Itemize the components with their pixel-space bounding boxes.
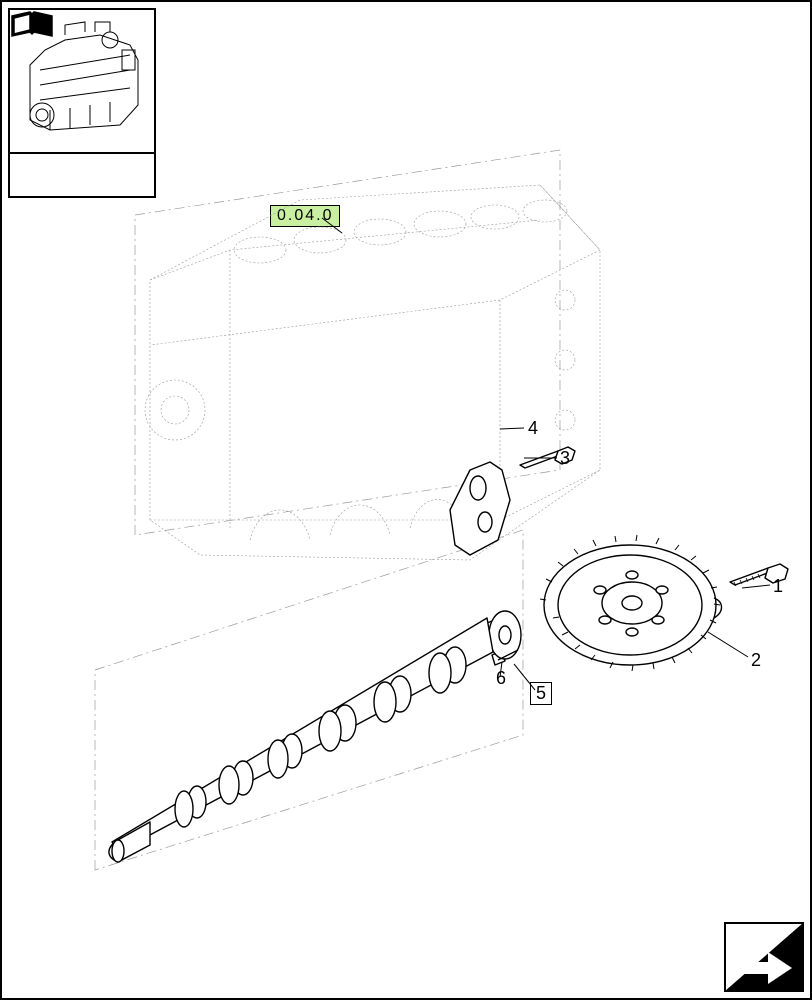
- callout-1: 1: [773, 576, 783, 597]
- manual-book-icon: [10, 10, 54, 40]
- callout-3: 3: [560, 448, 570, 469]
- callout-4: 4: [528, 418, 538, 439]
- context-thumbnail-panel: [8, 8, 156, 198]
- cross-reference-label: 0.04.0: [270, 205, 340, 227]
- next-page-flag-icon[interactable]: [724, 922, 804, 992]
- callout-5: 5: [530, 682, 552, 705]
- callout-6: 6: [496, 668, 506, 689]
- callout-2: 2: [751, 650, 761, 671]
